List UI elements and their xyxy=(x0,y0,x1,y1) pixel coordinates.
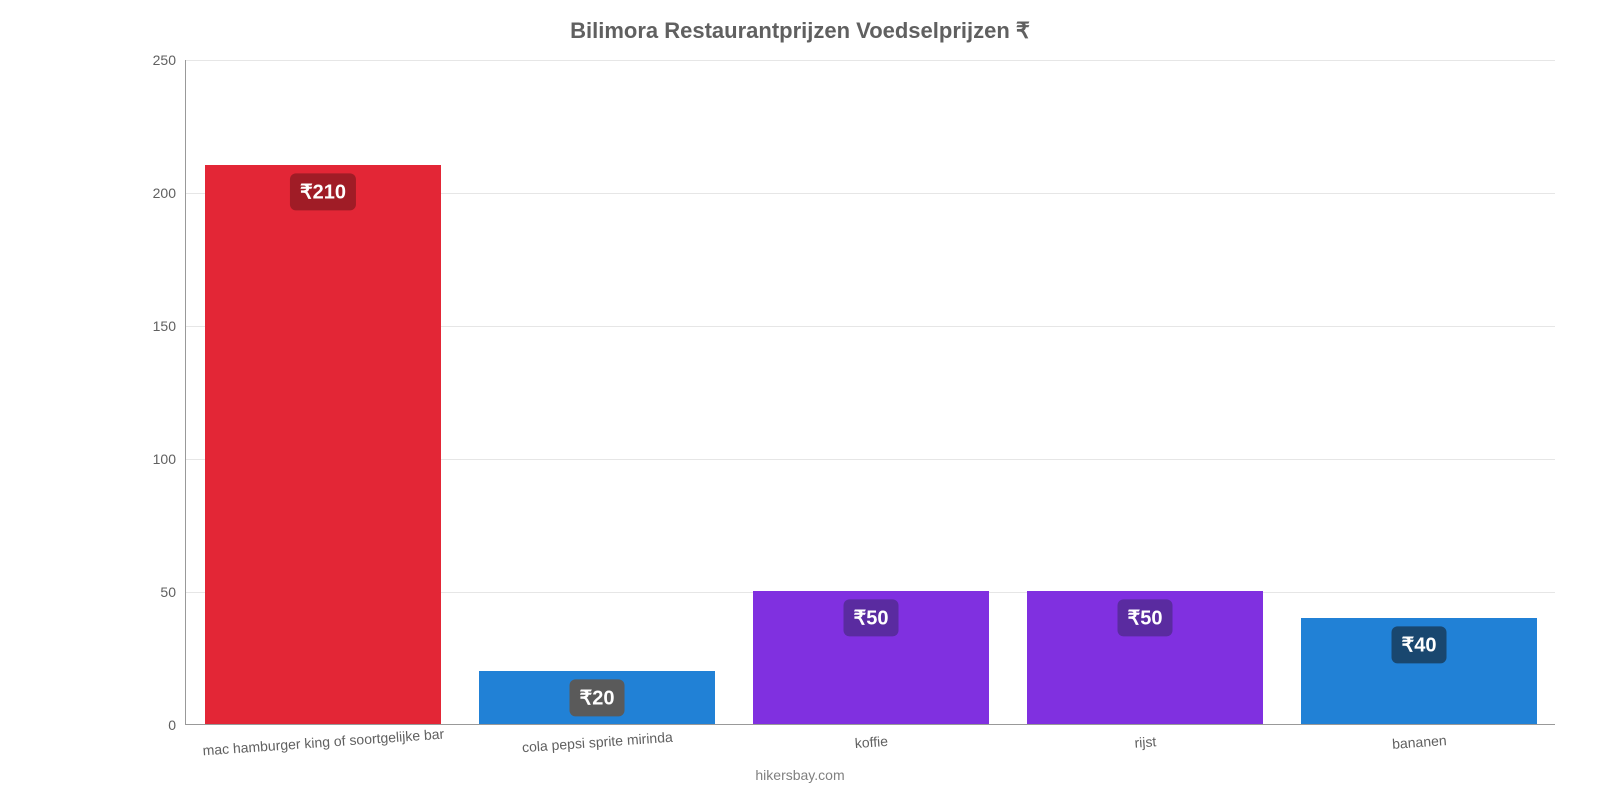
bar-value-label: ₹50 xyxy=(844,599,899,636)
bar-value-label: ₹50 xyxy=(1118,599,1173,636)
x-tick-label: cola pepsi sprite mirinda xyxy=(521,719,673,755)
chart-footer: hikersbay.com xyxy=(0,767,1600,783)
y-tick-label: 150 xyxy=(153,318,186,334)
x-tick-label: rijst xyxy=(1133,723,1157,750)
gridline xyxy=(186,60,1555,61)
bar-value-label: ₹40 xyxy=(1392,626,1447,663)
y-tick-label: 100 xyxy=(153,451,186,467)
plot-area: 050100150200250₹210mac hamburger king of… xyxy=(185,60,1555,725)
bar-value-label: ₹210 xyxy=(290,174,356,211)
y-tick-label: 200 xyxy=(153,185,186,201)
y-tick-label: 50 xyxy=(160,584,186,600)
y-tick-label: 250 xyxy=(153,52,186,68)
x-tick-label: koffie xyxy=(854,723,889,751)
bar-value-label: ₹20 xyxy=(570,679,625,716)
bar xyxy=(205,165,441,724)
y-tick-label: 0 xyxy=(168,717,186,733)
x-tick-label: bananen xyxy=(1391,722,1447,752)
chart-title: Bilimora Restaurantprijzen Voedselprijze… xyxy=(0,18,1600,44)
price-bar-chart: Bilimora Restaurantprijzen Voedselprijze… xyxy=(0,0,1600,800)
